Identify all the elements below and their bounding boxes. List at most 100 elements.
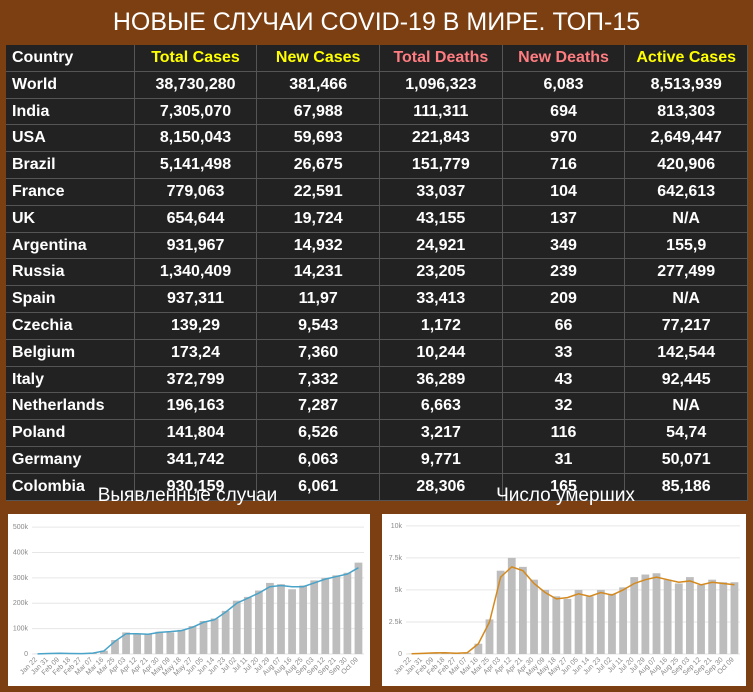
y-tick-label: 7.5k <box>389 555 403 562</box>
bar <box>122 632 130 654</box>
table-cell: N/A <box>625 205 749 232</box>
bar <box>697 584 705 654</box>
bar <box>507 557 516 654</box>
table-cell: 7,332 <box>257 366 381 393</box>
bar <box>221 610 230 654</box>
table-row: Argentina 931,967 14,932 24,921 349 155,9 <box>6 232 749 260</box>
table-row: India 7,305,070 67,988 111,311 694 813,303 <box>6 98 749 126</box>
y-tick-label: 5k <box>395 587 403 594</box>
bar <box>519 566 527 654</box>
table-cell: 116 <box>503 420 626 446</box>
bar <box>288 589 296 654</box>
table-row: Brazil 5,141,498 26,675 151,779 716 420,906 <box>6 152 749 179</box>
header-cell: Country <box>6 45 135 71</box>
table-row: Spain 937,311 11,97 33,413 209 N/A <box>6 286 749 313</box>
table-cell: 813,303 <box>625 98 749 125</box>
table-cell: 8,150,043 <box>135 125 258 152</box>
bar <box>354 562 363 654</box>
table-cell: 277,499 <box>625 259 749 286</box>
bar <box>343 572 352 654</box>
title: НОВЫЕ СЛУЧАИ COVID-19 В МИРЕ. ТОП-15 <box>112 8 641 36</box>
table-cell: 3,217 <box>380 420 503 446</box>
table-cell: 54,74 <box>625 420 749 446</box>
bar <box>111 640 119 654</box>
header-row: Country Total Cases New Cases Total Deaths N… <box>6 45 749 72</box>
table-cell: 33 <box>503 339 626 366</box>
table-cell: Italy <box>6 366 135 393</box>
table-cell: 142,544 <box>625 339 749 366</box>
bar <box>243 596 252 654</box>
table-cell: 2,649,447 <box>625 125 749 152</box>
bar <box>563 598 572 654</box>
y-tick-label: 0 <box>398 651 402 658</box>
table-cell: 239 <box>503 259 626 286</box>
bar <box>100 650 108 654</box>
table-cell: 50,071 <box>625 446 749 473</box>
table-cell: 654,644 <box>135 205 258 232</box>
table-cell: 28,306 <box>380 473 503 500</box>
bar <box>719 582 728 654</box>
table-cell: 85,186 <box>625 473 749 500</box>
table-cell: 26,675 <box>257 152 381 178</box>
line <box>411 565 735 655</box>
header-cell: Active Cases <box>625 45 749 71</box>
table-cell: 930,159 <box>135 473 258 500</box>
table-cell: 43,155 <box>380 205 503 232</box>
table-cell: 1,172 <box>380 312 503 339</box>
table-cell: 59,693 <box>257 125 381 152</box>
bar <box>663 579 672 654</box>
table-cell: Brazil <box>6 152 135 178</box>
bar <box>144 633 153 654</box>
bar <box>332 575 341 654</box>
table-row: World 38,730,280 381,466 1,096,323 6,083 8,51… <box>6 71 749 99</box>
table-cell: N/A <box>625 393 749 420</box>
table-cell: 6,061 <box>257 473 381 500</box>
table-cell: 104 <box>503 178 626 205</box>
table-cell: Germany <box>6 446 135 473</box>
y-tick-label: 10k <box>391 523 403 530</box>
table-cell: 23,205 <box>380 259 503 286</box>
header-cell: Total Cases <box>135 45 258 71</box>
table-cell: 66 <box>503 312 626 339</box>
table-cell: 22,591 <box>257 178 381 205</box>
y-tick-label: 500k <box>13 524 29 531</box>
bar <box>619 587 627 654</box>
bar <box>310 580 319 654</box>
table-cell: 1,096,323 <box>380 71 503 98</box>
bar <box>496 570 505 654</box>
y-tick-label: 400k <box>13 549 29 556</box>
bar <box>133 634 142 654</box>
bar <box>552 596 561 654</box>
table-cell: 155,9 <box>625 232 749 259</box>
table-cell: 33,037 <box>380 178 503 205</box>
bar <box>641 574 650 654</box>
table-cell: USA <box>6 125 135 152</box>
table-cell: 7,360 <box>257 339 381 366</box>
table-cell: 8,513,939 <box>625 71 749 98</box>
table-cell: 38,730,280 <box>135 71 258 98</box>
bar <box>474 643 483 654</box>
table-cell: 9,543 <box>257 312 381 339</box>
bar <box>608 593 616 654</box>
bar <box>530 579 538 654</box>
table-cell: 7,305,070 <box>135 98 258 125</box>
line <box>37 567 359 655</box>
table-cell: 694 <box>503 98 626 125</box>
bar <box>630 577 639 654</box>
table-cell: 36,289 <box>380 366 503 393</box>
table-row: Poland 141,804 6,526 3,217 116 54,74 <box>6 420 749 447</box>
bar <box>485 619 494 654</box>
table-cell: 92,445 <box>625 366 749 393</box>
bar <box>730 582 739 654</box>
table-cell: 165 <box>503 473 626 500</box>
table-cell: 381,466 <box>257 71 381 98</box>
table-cell: 33,413 <box>380 286 503 312</box>
bar <box>266 582 274 654</box>
table-cell: UK <box>6 205 135 232</box>
bar <box>596 589 605 654</box>
table-cell: 173,24 <box>135 339 258 366</box>
table-cell: 151,779 <box>380 152 503 178</box>
